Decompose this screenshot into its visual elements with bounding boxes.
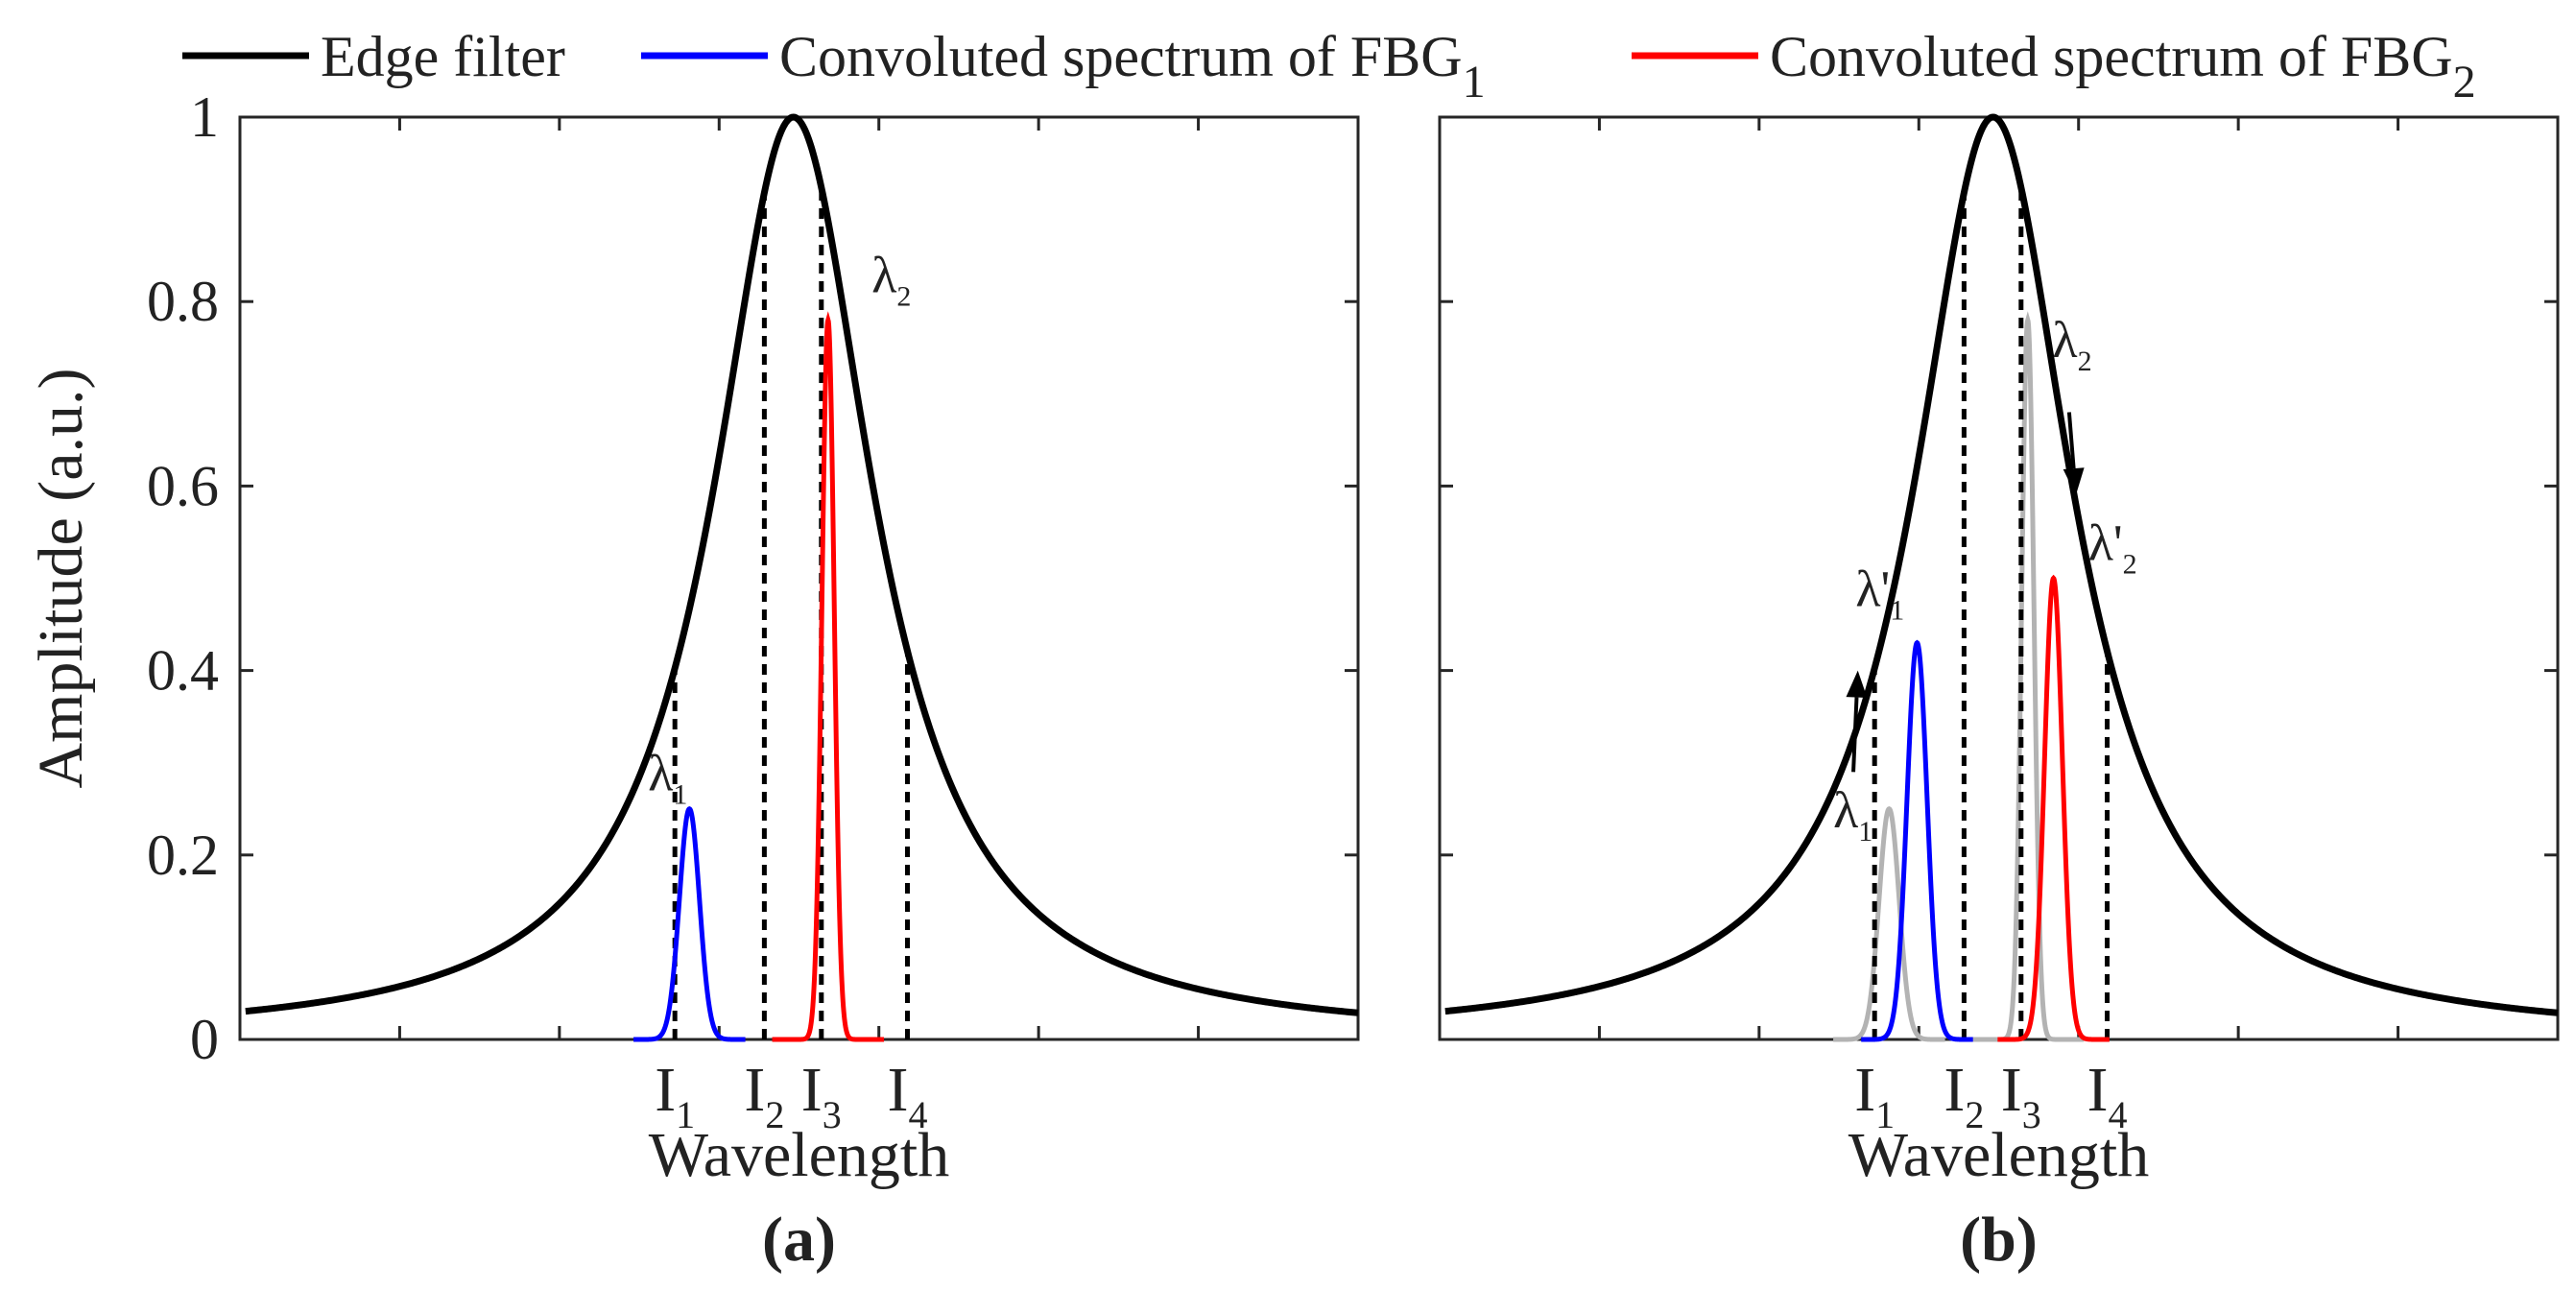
- legend-label-3: Convoluted spectrum of FBG2: [1770, 25, 2476, 107]
- intensity-marker-label: I4: [888, 1055, 928, 1136]
- y-tick-label: 0: [190, 1008, 219, 1071]
- panel-a: 0 0.2 0.4 0.6 0.8 1 I1 I2 I3 I4 λ1 λ2 Wavelength (a) A…: [26, 85, 1360, 1275]
- wavelength-annotation: λ2: [871, 247, 911, 313]
- panel-label: (b): [1960, 1205, 2038, 1275]
- edge-filter-curve: [245, 113, 1359, 1016]
- y-tick-label: 0.2: [147, 824, 219, 887]
- intensity-marker-label: I1: [1854, 1055, 1895, 1136]
- fbg1-original-spectrum: [1833, 806, 1945, 1042]
- fbg2-original-spectrum: [1971, 311, 2085, 1042]
- intensity-marker-label: I1: [655, 1055, 695, 1136]
- legend-label-1: Edge filter: [321, 25, 565, 88]
- wavelength-annotation: λ'2: [2088, 513, 2137, 580]
- legend-label-2: Convoluted spectrum of FBG1: [779, 25, 1486, 107]
- legend: Edge filter Convoluted spectrum of FBG1 Co…: [182, 25, 2476, 107]
- wavelength-annotation: λ1: [648, 745, 687, 811]
- fbg2-spectrum: [1997, 574, 2110, 1042]
- y-tick-label: 1: [190, 85, 219, 149]
- shift-arrow: [2066, 412, 2076, 469]
- fbg2-spectrum: [772, 311, 885, 1042]
- x-axis-title: Wavelength: [1849, 1120, 2150, 1190]
- plot-frame: [238, 115, 1360, 1041]
- intensity-marker-label: I3: [801, 1055, 842, 1136]
- y-tick-label: 0.6: [147, 454, 219, 517]
- wavelength-annotation: λ'1: [1855, 560, 1904, 626]
- panel-b: I1 I2 I3 I4 λ1 λ'1 λ2 λ'2 Wavelength (b): [1438, 113, 2560, 1275]
- fbg1-spectrum: [1861, 639, 1973, 1042]
- panel-label: (a): [762, 1205, 836, 1275]
- y-axis-title: Amplitude (a.u.): [26, 368, 96, 788]
- wavelength-annotation: λ2: [2052, 311, 2091, 377]
- x-axis-title: Wavelength: [649, 1120, 950, 1190]
- edge-filter-curve: [1444, 113, 2559, 1016]
- wavelength-annotation: λ1: [1833, 781, 1872, 847]
- intensity-marker-label: I4: [2087, 1055, 2128, 1136]
- intensity-marker-label: I2: [744, 1055, 784, 1136]
- intensity-marker-label: I3: [2001, 1055, 2041, 1136]
- y-tick-label: 0.8: [147, 270, 219, 333]
- shift-arrow-head: [1846, 670, 1868, 699]
- plot-frame: [1438, 115, 2560, 1041]
- shift-arrow-head: [2063, 467, 2085, 496]
- intensity-marker-label: I2: [1944, 1055, 1984, 1136]
- y-tick-label: 0.4: [147, 639, 219, 703]
- shift-arrow: [1851, 697, 1859, 773]
- fbg1-spectrum: [633, 806, 746, 1042]
